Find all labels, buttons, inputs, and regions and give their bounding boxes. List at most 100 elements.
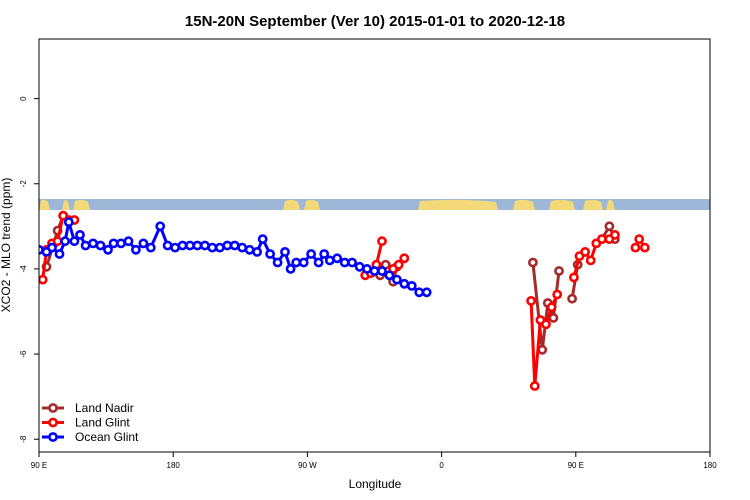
data-point [313,257,324,268]
data-point [272,257,283,268]
legend-item: Ocean Glint [42,430,139,444]
data-point [60,236,70,247]
land-patch [513,199,535,210]
data-point [391,274,402,285]
data-point [52,236,63,247]
data-point [604,221,615,232]
data-point [554,266,564,276]
land-patch [304,199,320,210]
land-patch [62,199,70,210]
data-point [421,287,432,298]
plot-area [39,199,710,391]
legend-swatch-marker [48,417,58,428]
x-axis: 90 E 180 90 W 0 90 E 180 [31,452,717,470]
data-point [155,221,166,232]
data-point [244,244,255,255]
data-point [192,240,203,251]
data-point [69,236,80,247]
data-point [634,234,645,244]
data-point [298,257,309,268]
data-point [47,242,57,253]
land-patch [39,199,50,210]
y-axis-label: XCO2 - MLO trend (ppm) [0,178,13,313]
data-point [280,246,290,257]
data-point [332,253,343,264]
data-point [75,229,85,240]
data-point [116,238,126,249]
data-point [291,257,302,268]
legend-label: Ocean Glint [75,430,139,444]
data-point [63,217,74,227]
data-point [399,253,410,264]
data-point [528,257,538,268]
data-point [80,240,91,251]
data-point [138,238,149,249]
data-point [177,240,188,251]
data-point [319,249,330,259]
data-point [123,236,134,247]
legend-swatch-marker [48,403,58,413]
series-land-glint [39,210,650,391]
x-tick-label: 90 E [31,461,47,470]
data-point [214,242,225,253]
data-point [526,295,536,306]
data-point [585,255,596,266]
land-ocean-strip [39,199,710,210]
x-tick-label: 90 W [298,461,317,470]
x-tick-label: 90 E [568,461,584,470]
data-point [548,312,559,323]
chart-title: 15N-20N September (Ver 10) 2015-01-01 to… [185,13,565,30]
data-point [265,249,275,259]
data-point [406,280,417,291]
data-point [393,259,404,270]
y-tick-label: -4 [19,265,28,273]
land-patch [583,199,603,210]
data-point [569,272,579,283]
data-point [39,274,48,285]
y-tick-label: 0 [19,96,28,101]
data-point [546,302,557,313]
data-point [399,278,410,289]
data-point [580,246,590,257]
land-patch [283,199,300,210]
data-point [285,263,296,274]
data-point [377,236,387,247]
data-point [529,381,540,391]
series-ocean-glint [39,217,432,298]
data-point [567,293,577,304]
plot-frame [38,38,711,453]
data-point [552,289,563,300]
data-point [377,266,387,276]
data-point [541,319,551,330]
data-point [95,240,106,251]
data-point [103,244,113,255]
ocean-strip [39,199,710,210]
data-point [306,249,316,259]
land-patch [549,199,575,210]
data-point [369,266,380,276]
y-axis: 0 -2 -4 -6 -8 [19,96,39,443]
data-point [597,234,607,244]
land-patch [606,199,615,210]
y-tick-label: -6 [19,350,28,358]
data-point [257,234,268,244]
y-tick-label: -8 [19,435,28,443]
x-tick-label: 180 [703,461,717,470]
land-patch [418,199,498,210]
data-point [207,242,218,253]
x-tick-label: 0 [439,461,444,470]
legend-label: Land Glint [75,416,130,430]
legend-item: Land Nadir [42,401,134,415]
y-tick-label: -2 [19,180,28,188]
data-point [639,242,650,253]
data-point [145,242,156,253]
x-axis-label: Longitude [349,477,402,491]
data-point [252,246,262,257]
legend-item: Land Glint [42,416,130,430]
data-point [384,270,395,281]
data-point [54,249,65,259]
legend-label: Land Nadir [75,401,134,415]
